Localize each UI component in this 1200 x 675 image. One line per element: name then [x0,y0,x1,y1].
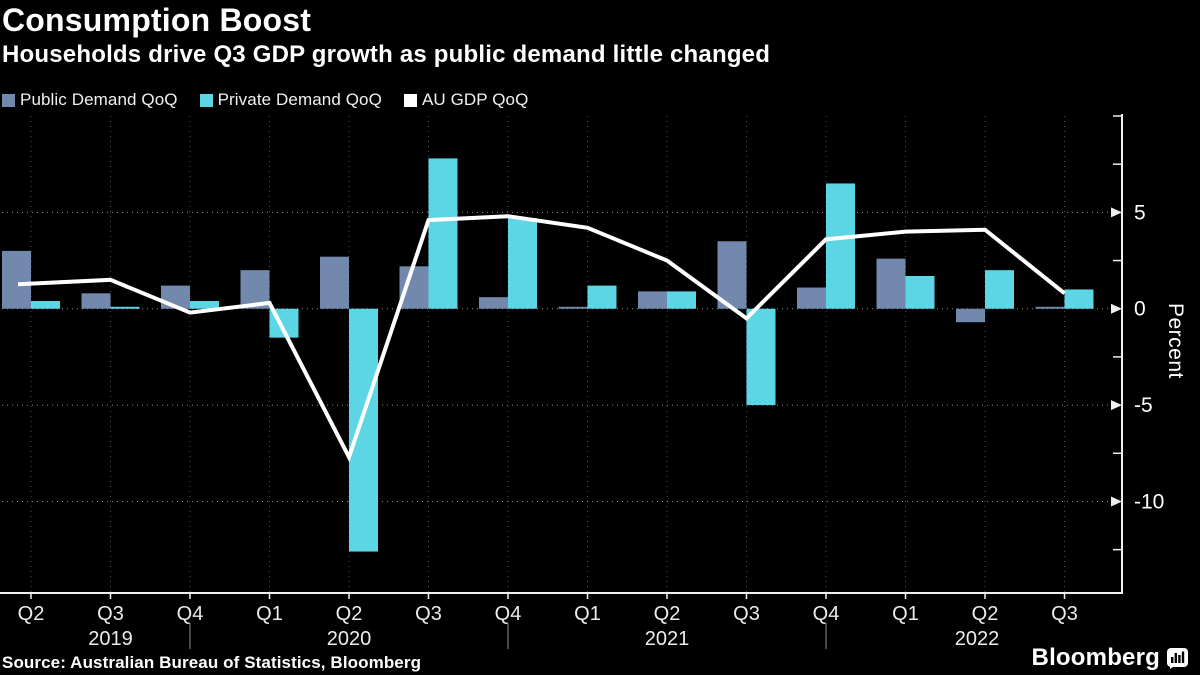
public-demand-bar [876,258,906,309]
public-demand-bar [2,250,31,309]
y-axis-title: Percent [1164,303,1187,379]
y-tick-label: -5 [1134,394,1153,417]
y-tick-label: -10 [1134,490,1164,513]
x-tick-label: Q3 [415,603,442,625]
private-demand-bar [587,285,617,309]
x-tick-label: Q3 [97,603,124,625]
private-demand-bar [1064,289,1094,309]
y-major-tick-arrow [1111,400,1122,411]
bloomberg-logo-text: Bloomberg [1031,644,1160,671]
private-demand-bar [349,308,378,552]
private-demand-bar [667,291,696,309]
legend-swatch-gdp-line [403,93,417,107]
private-demand-bar [508,218,537,309]
legend-item-gdp-line: AU GDP QoQ [403,90,529,110]
private-demand-bar [428,158,458,309]
public-demand-bar [638,291,667,309]
x-tick-label: Q1 [256,603,283,625]
x-tick-label: Q2 [336,603,363,625]
legend-item-public-demand: Public Demand QoQ [2,90,178,110]
chart-title: Consumption Boost [2,2,312,38]
private-demand-bar [746,308,776,406]
x-tick-label: Q4 [813,603,840,625]
private-demand-bar [110,306,140,309]
x-tick-label: Q1 [574,603,601,625]
y-major-tick-arrow [1111,207,1122,218]
legend-label-gdp-line: AU GDP QoQ [421,90,529,109]
x-tick-label: Q4 [495,603,522,625]
x-tick-label: Q4 [177,603,204,625]
private-demand-bar [905,275,935,309]
bloomberg-logo: Bloomberg [1032,644,1188,672]
x-tick-label: Q2 [654,603,681,625]
bloomberg-logo-icon [1167,647,1188,669]
year-label: 2020 [327,628,372,650]
y-major-tick-arrow [1111,496,1122,507]
source-text: Source: Australian Bureau of Statistics,… [2,653,422,672]
gdp-line [17,214,1066,463]
public-demand-bar [1035,306,1065,309]
private-demand-bar [31,301,60,309]
legend-swatch-private-demand [199,93,213,107]
y-tick-label: 5 [1134,201,1146,224]
year-label: 2021 [645,628,690,650]
x-tick-label: Q3 [1051,603,1078,625]
public-demand-bar [320,256,349,309]
public-demand-bar [717,241,747,309]
legend-label-private-demand: Private Demand QoQ [217,90,382,109]
legend: Public Demand QoQ Private Demand QoQ AU … [2,90,528,110]
x-tick-label: Q2 [972,603,999,625]
x-tick-label: Q2 [18,603,45,625]
year-label: 2019 [88,628,133,650]
header: Consumption Boost Households drive Q3 GD… [2,2,770,69]
y-major-tick-arrow [1111,303,1122,314]
y-tick-label: 0 [1134,298,1146,321]
public-demand-bar [956,308,985,323]
chart-subtitle: Households drive Q3 GDP growth as public… [2,41,771,68]
public-demand-bar [797,287,826,309]
legend-item-private-demand: Private Demand QoQ [199,90,382,110]
x-tick-label: Q3 [733,603,760,625]
year-label: 2022 [955,628,1000,650]
private-demand-bar [826,183,855,309]
public-demand-bar [81,293,111,309]
public-demand-bar [479,297,508,309]
legend-swatch-public-demand [2,93,15,107]
public-demand-bar [558,306,588,309]
private-demand-bar [190,301,219,309]
x-tick-label: Q1 [892,603,919,625]
legend-label-public-demand: Public Demand QoQ [20,90,178,109]
private-demand-bar [985,270,1014,309]
